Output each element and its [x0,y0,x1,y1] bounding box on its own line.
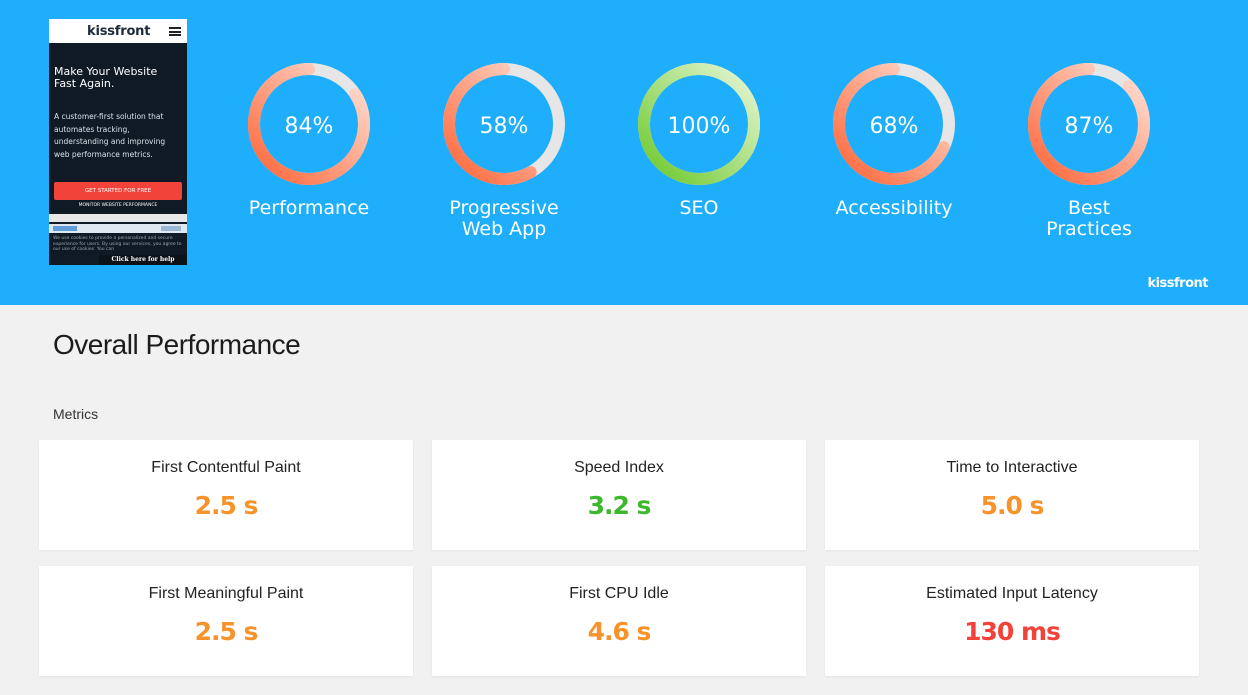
gauge-arc [1028,63,1150,185]
preview-logo: kissfront [87,24,151,39]
gauge-ring: 100% [638,63,760,185]
gauge-value: 100% [668,114,731,139]
gauge-label: Accessibility [835,197,953,219]
gauge-value: 68% [870,114,919,139]
metric-card-first-cpu-idle: First CPU Idle 4.6 s [432,566,806,676]
metric-value: 2.5 s [194,491,259,520]
metric-title: First CPU Idle [569,585,669,602]
brand-logo: kissfront [1147,276,1208,291]
gauge-ring: 58% [443,63,565,185]
preview-help-button: Click here for help [99,255,187,265]
gauge-label: Performance [248,197,370,219]
site-preview-thumbnail: kissfront Make Your Website Fast Again. … [49,19,187,265]
metric-value: 4.6 s [587,617,652,646]
report-header: kissfront Make Your Website Fast Again. … [0,0,1248,305]
gauge-performance: 84% Performance [209,60,409,219]
gauge-ring: 87% [1028,63,1150,185]
metric-card-first-contentful-paint: First Contentful Paint 2.5 s [39,440,413,550]
metric-card-estimated-input-latency: Estimated Input Latency 130 ms [825,566,1199,676]
metric-value: 3.2 s [587,491,652,520]
gauge-arc [248,63,370,185]
preview-subtext: MONITOR WEBSITE PERFORMANCE [78,203,158,208]
metric-title: Estimated Input Latency [926,585,1098,602]
metric-card-speed-index: Speed Index 3.2 s [432,440,806,550]
hamburger-menu-icon [169,27,181,36]
metric-title: First Meaningful Paint [148,585,304,602]
preview-toolbar [49,224,187,233]
gauge-label: Best Practices [1046,197,1132,240]
preview-bar [49,214,187,222]
gauge-best-practices: 87% Best Practices [989,60,1189,240]
metric-value: 5.0 s [980,491,1045,520]
preview-cookie-notice: We use cookies to provide a personalized… [53,236,182,252]
metric-title: Time to Interactive [946,459,1078,476]
preview-copy: A customer-first solution that automates… [54,112,166,159]
metric-card-time-to-interactive: Time to Interactive 5.0 s [825,440,1199,550]
gauge-seo: 100% SEO [599,60,799,219]
gauge-ring: 68% [833,63,955,185]
metric-title: First Contentful Paint [151,459,301,476]
metric-value: 2.5 s [194,617,259,646]
gauge-arc [638,63,760,185]
metric-title: Speed Index [574,459,664,476]
gauge-accessibility: 68% Accessibility [794,60,994,219]
gauge-arc [443,63,565,185]
gauge-value: 84% [285,114,334,139]
gauge-label: SEO [679,197,719,219]
preview-cta-button: GET STARTED FOR FREE [54,182,182,200]
page-title: Overall Performance [53,329,301,360]
metric-value: 130 ms [964,617,1061,646]
metric-card-first-meaningful-paint: First Meaningful Paint 2.5 s [39,566,413,676]
preview-navbar: kissfront [49,19,187,43]
metrics-heading: Metrics [53,406,99,422]
gauge-ring: 84% [248,63,370,185]
gauge-value: 87% [1065,114,1114,139]
gauge-label: Progressive Web App [449,197,559,240]
gauge-arc [833,63,955,185]
gauge-progressive-web-app: 58% Progressive Web App [404,60,604,240]
preview-headline: Make Your Website Fast Again. [54,65,158,90]
gauge-value: 58% [480,114,529,139]
